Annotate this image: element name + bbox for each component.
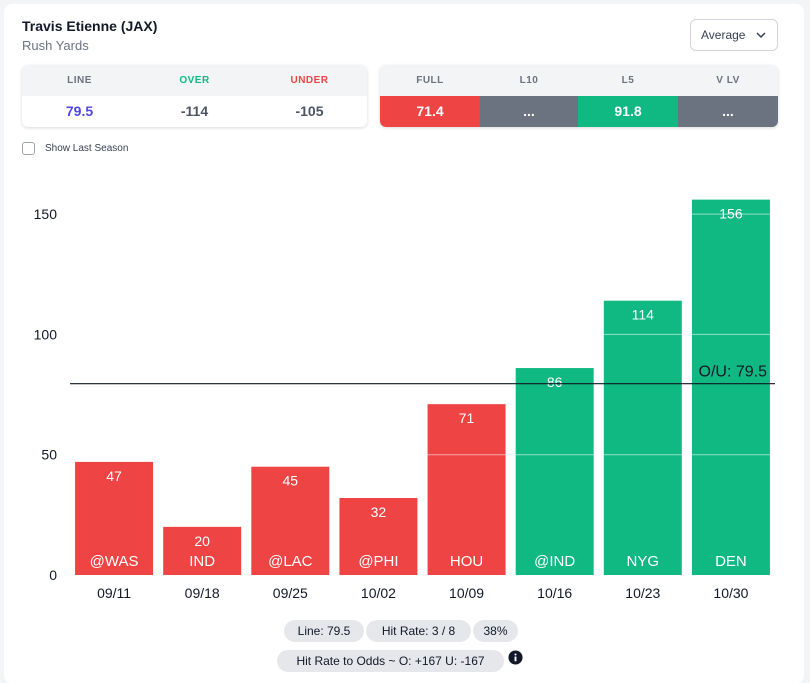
y-tick-label: 100 — [34, 326, 58, 342]
odds-table: LINE OVER UNDER 79.5 -114 -105 — [22, 65, 367, 127]
bar — [691, 199, 770, 575]
x-tick-label: 10/09 — [449, 585, 484, 601]
bar — [75, 461, 154, 575]
bar-value-label: 47 — [106, 468, 122, 484]
full-average: 71.4 — [380, 96, 480, 127]
over-header: OVER — [179, 75, 210, 86]
line-value: 79.5 — [65, 103, 94, 119]
vs-header: V LV — [716, 75, 740, 86]
l5-header: L5 — [621, 75, 635, 86]
over-under-label: O/U: 79.5 — [699, 364, 768, 381]
bar — [339, 498, 418, 575]
bar-value-label: 32 — [371, 504, 387, 520]
l10-header: L10 — [519, 75, 539, 86]
x-tick-label: 09/18 — [185, 585, 220, 601]
bar-value-label: 71 — [459, 410, 475, 426]
opponent-label: IND — [189, 553, 215, 570]
chevron-down-icon — [756, 32, 766, 39]
info-icon[interactable] — [508, 650, 523, 665]
bar — [163, 526, 242, 575]
opponent-label: @WAS — [90, 553, 139, 570]
opponent-label: DEN — [715, 553, 747, 570]
bar-value-label: 20 — [194, 533, 210, 549]
hit-pct-pill: 38% — [473, 620, 518, 642]
bar-value-label: 45 — [283, 473, 299, 489]
over-odds: -114 — [180, 103, 209, 119]
x-tick-label: 09/11 — [97, 585, 131, 601]
bar-value-label: 86 — [547, 374, 563, 390]
line-header: LINE — [67, 75, 92, 86]
x-tick-label: 10/23 — [625, 585, 660, 601]
opponent-label: @LAC — [268, 553, 313, 570]
opponent-label: @IND — [534, 553, 575, 570]
x-tick-label: 10/30 — [713, 585, 748, 601]
x-tick-label: 10/02 — [361, 585, 396, 601]
bar-value-label: 156 — [719, 206, 743, 222]
l5-average: 91.8 — [578, 96, 678, 127]
show-last-season-checkbox[interactable] — [22, 142, 35, 155]
show-last-season-label: Show Last Season — [45, 143, 129, 154]
vs-average: ... — [678, 96, 778, 127]
bar — [515, 368, 594, 575]
average-dropdown[interactable]: Average — [690, 19, 778, 51]
bar — [251, 466, 330, 575]
hit-rate-pill: Hit Rate: 3 / 8 — [366, 620, 471, 642]
averages-table: FULL L10 L5 V LV 71.4 ... 91.8 ... — [380, 65, 778, 127]
player-name: Travis Etienne (JAX) — [22, 18, 158, 34]
bar — [603, 300, 682, 575]
opponent-label: NYG — [627, 553, 660, 570]
line-pill: Line: 79.5 — [284, 620, 364, 642]
opponent-label: @PHI — [358, 553, 398, 570]
stat-type: Rush Yards — [22, 38, 89, 53]
show-last-season-toggle[interactable]: Show Last Season — [22, 142, 128, 155]
y-tick-label: 0 — [49, 567, 57, 583]
y-tick-label: 50 — [41, 447, 57, 463]
l10-average: ... — [480, 96, 578, 127]
bar — [427, 404, 506, 575]
opponent-label: HOU — [450, 553, 483, 570]
under-header: UNDER — [290, 75, 329, 86]
hit-rate-odds-pill: Hit Rate to Odds ~ O: +167 U: -167 — [277, 650, 504, 672]
x-tick-label: 09/25 — [273, 585, 308, 601]
bar-value-label: 114 — [632, 307, 655, 323]
full-header: FULL — [416, 75, 444, 86]
dropdown-value: Average — [701, 28, 746, 42]
under-odds: -105 — [295, 103, 324, 119]
x-tick-label: 10/16 — [537, 585, 572, 601]
y-tick-label: 150 — [34, 206, 58, 222]
